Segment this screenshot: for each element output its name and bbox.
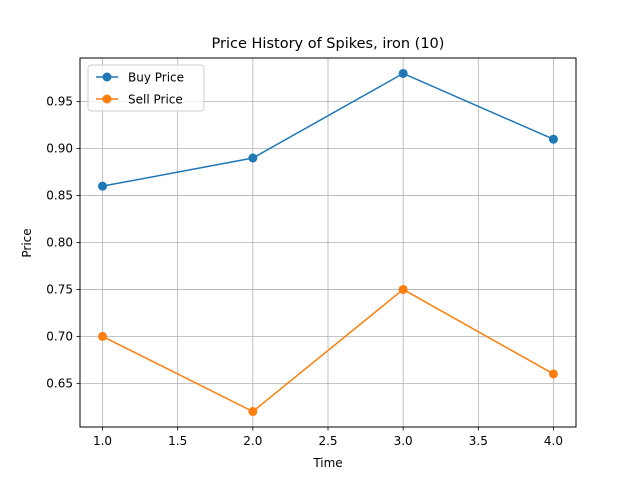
legend-label: Buy Price: [128, 71, 184, 85]
data-point: [398, 284, 408, 294]
y-tick-label: 0.80: [46, 236, 73, 250]
axis-ticks: 1.0 1.5 2.0 2.5 3.0 3.5 4.0 0.65 0.70 0.75 0.80 0.8…: [46, 95, 563, 448]
legend: Buy Price Sell Price: [87, 64, 205, 112]
plot-series: [98, 68, 558, 417]
legend-swatch-marker: [102, 94, 112, 104]
y-tick-label: 0.90: [46, 142, 73, 156]
data-point: [398, 68, 408, 78]
data-point: [548, 134, 558, 144]
x-tick-label: 3.0: [394, 434, 413, 448]
x-tick-label: 2.5: [318, 434, 337, 448]
x-axis-label: Time: [312, 456, 342, 470]
x-tick-label: 2.0: [243, 434, 262, 448]
data-point: [98, 181, 108, 191]
x-tick-label: 1.5: [168, 434, 187, 448]
data-point: [98, 331, 108, 341]
y-tick-label: 0.75: [46, 282, 73, 296]
data-point: [548, 369, 558, 379]
series-line: [102, 288, 554, 413]
y-tick-label: 0.70: [46, 329, 73, 343]
legend-swatch-marker: [102, 72, 112, 82]
y-axis-label: Price: [20, 228, 34, 257]
legend-label: Sell Price: [128, 93, 183, 107]
series-line: [102, 72, 554, 187]
y-tick-label: 0.95: [46, 95, 73, 109]
data-point: [248, 153, 258, 163]
y-tick-label: 0.85: [46, 189, 73, 203]
data-point: [248, 407, 258, 417]
x-tick-label: 3.5: [469, 434, 488, 448]
y-tick-label: 0.65: [46, 376, 73, 390]
x-tick-label: 1.0: [93, 434, 112, 448]
x-tick-label: 4.0: [544, 434, 563, 448]
chart-title: Price History of Spikes, iron (10): [212, 36, 445, 52]
grid: [80, 58, 576, 427]
